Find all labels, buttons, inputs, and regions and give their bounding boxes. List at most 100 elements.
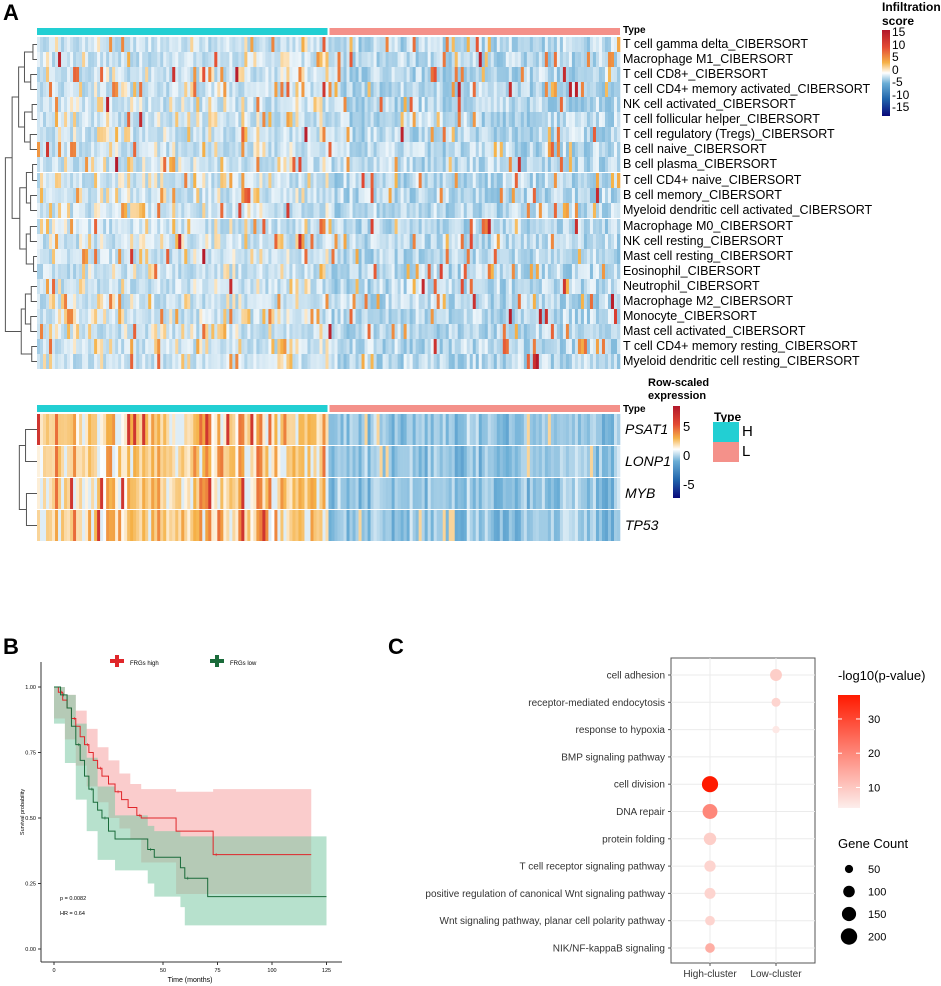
heatmap-cell [502, 279, 507, 294]
heatmap-cell [184, 142, 188, 157]
heatmap-cell [160, 294, 164, 309]
heatmap-cell [481, 354, 486, 369]
heatmap-cell [181, 324, 185, 339]
heatmap-cell [211, 219, 215, 234]
heatmap-cell [157, 219, 161, 234]
heatmap-cell [607, 127, 612, 142]
heatmap-cell [163, 324, 167, 339]
heatmap-cell [130, 234, 134, 249]
heatmap-cell [40, 510, 44, 541]
heatmap-cell [358, 142, 362, 157]
heatmap-cell [199, 339, 203, 354]
heatmap-cell [88, 188, 92, 203]
heatmap-cell [526, 188, 531, 203]
heatmap-cell [442, 112, 447, 127]
heatmap-cell [592, 264, 597, 279]
heatmap-cell [154, 324, 158, 339]
heatmap-cell [190, 112, 194, 127]
heatmap-cell [499, 249, 504, 264]
heatmap-cell [184, 188, 188, 203]
heatmap-cell [532, 97, 537, 112]
heatmap-cell [124, 188, 128, 203]
heatmap-cell [229, 142, 233, 157]
heatmap-cell [571, 234, 576, 249]
heatmap-cell [64, 173, 68, 188]
heatmap-cell [403, 339, 407, 354]
heatmap-cell [292, 188, 296, 203]
heatmap-cell [418, 414, 422, 445]
heatmap-cell [421, 414, 425, 445]
heatmap-cell [442, 414, 447, 445]
heatmap-cell [616, 249, 621, 264]
heatmap-cell [451, 67, 456, 82]
heatmap-cell [430, 97, 434, 112]
heatmap-cell [112, 339, 116, 354]
heatmap-cell [46, 478, 50, 509]
heatmap-cell [580, 82, 585, 97]
heatmap-cell [214, 127, 218, 142]
heatmap-cell [163, 173, 167, 188]
row-label: Neutrophil_CIBERSORT [623, 279, 760, 293]
heatmap-cell [37, 112, 41, 127]
heatmap-cell [160, 52, 164, 67]
heatmap-cell [184, 219, 188, 234]
heatmap-cell [331, 478, 335, 509]
heatmap-cell [163, 127, 167, 142]
heatmap-cell [352, 324, 356, 339]
heatmap-cell [517, 97, 522, 112]
heatmap-cell [520, 234, 525, 249]
heatmap-cell [571, 309, 576, 324]
heatmap-cell [172, 324, 176, 339]
heatmap-cell [595, 127, 600, 142]
heatmap-cell [313, 309, 317, 324]
heatmap-cell [565, 67, 570, 82]
heatmap-cell [397, 219, 401, 234]
heatmap-cell [172, 339, 176, 354]
heatmap-cell [547, 67, 552, 82]
heatmap-cell [544, 67, 549, 82]
heatmap-cell [145, 188, 149, 203]
heatmap-cell [322, 52, 326, 67]
heatmap-cell [403, 173, 407, 188]
heatmap-cell [403, 157, 407, 172]
heatmap-cell [232, 324, 236, 339]
dendrogram-branch [33, 256, 37, 272]
heatmap-cell [424, 414, 428, 445]
heatmap-cell [493, 82, 498, 97]
heatmap-cell [514, 249, 519, 264]
heatmap-cell [376, 97, 380, 112]
heatmap-cell [364, 294, 368, 309]
colorbar-tick: -5 [892, 75, 903, 89]
heatmap-cell [406, 354, 410, 369]
heatmap-cell [472, 127, 477, 142]
heatmap-cell [394, 354, 398, 369]
heatmap-cell [592, 279, 597, 294]
heatmap-cell [115, 279, 119, 294]
heatmap-cell [376, 112, 380, 127]
heatmap-cell [595, 142, 600, 157]
heatmap-cell [286, 446, 290, 477]
heatmap-cell [451, 279, 456, 294]
heatmap-cell [313, 234, 317, 249]
heatmap-cell [178, 354, 182, 369]
heatmap-cell [457, 234, 462, 249]
heatmap-cell [490, 82, 495, 97]
heatmap-cell [181, 37, 185, 52]
heatmap-cell [517, 219, 522, 234]
heatmap-cell [346, 203, 350, 218]
heatmap-cell [331, 142, 335, 157]
heatmap-cell [577, 279, 582, 294]
heatmap-cell [406, 324, 410, 339]
heatmap-cell [115, 446, 119, 477]
heatmap-cell [301, 112, 305, 127]
heatmap-cell [220, 97, 224, 112]
heatmap-cell [46, 279, 50, 294]
heatmap-cell [412, 173, 416, 188]
heatmap-cell [313, 157, 317, 172]
heatmap-cell [601, 173, 606, 188]
heatmap-cell [466, 67, 471, 82]
heatmap-cell [343, 37, 347, 52]
heatmap-cell [241, 127, 245, 142]
colorbar-tick: 10 [892, 37, 906, 52]
heatmap-cell [97, 219, 101, 234]
